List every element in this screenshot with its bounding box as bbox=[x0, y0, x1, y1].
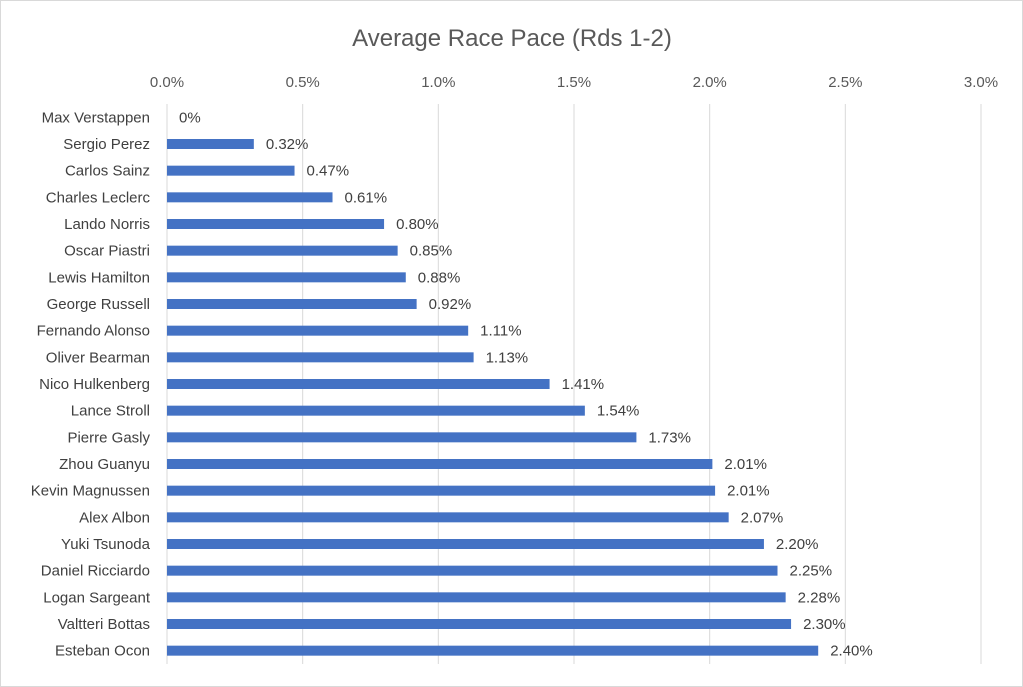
category-label: Carlos Sainz bbox=[65, 163, 150, 180]
data-label: 2.40% bbox=[830, 643, 873, 660]
x-tick-label: 2.5% bbox=[828, 74, 862, 91]
category-label: Pierre Gasly bbox=[67, 429, 150, 446]
data-label: 2.25% bbox=[790, 563, 833, 580]
bar bbox=[167, 299, 417, 309]
bar bbox=[167, 165, 295, 176]
data-label: 0% bbox=[179, 109, 201, 126]
x-tick-label: 1.5% bbox=[557, 74, 591, 91]
x-tick-label: 0.0% bbox=[150, 74, 184, 91]
x-tick-label: 1.0% bbox=[421, 74, 455, 91]
category-label: Charles Leclerc bbox=[46, 189, 151, 206]
x-tick-label: 0.5% bbox=[286, 74, 320, 91]
x-axis-ticks: 0.0% 0.5% 1.0% 1.5% 2.0% 2.5% 3.0% bbox=[150, 74, 998, 91]
x-tick-label: 3.0% bbox=[964, 74, 998, 91]
data-label: 0.80% bbox=[396, 216, 439, 233]
bar bbox=[167, 459, 713, 469]
category-label: Zhou Guanyu bbox=[59, 456, 150, 473]
x-tick-label: 2.0% bbox=[693, 74, 727, 91]
data-label: 0.88% bbox=[418, 269, 461, 286]
category-label: Daniel Ricciardo bbox=[41, 563, 150, 580]
data-label: 1.11% bbox=[480, 323, 521, 340]
category-label: Max Verstappen bbox=[42, 109, 150, 126]
bar bbox=[167, 352, 474, 363]
data-labels: 0% 0.32% 0.47% 0.61% 0.80% 0.85% 0.88% 0.92% 1.1… bbox=[179, 109, 873, 659]
bar bbox=[167, 619, 792, 629]
bar bbox=[167, 139, 254, 149]
data-label: 1.41% bbox=[562, 376, 605, 393]
data-label: 0.85% bbox=[410, 243, 453, 260]
chart-title: Average Race Pace (Rds 1-2) bbox=[352, 25, 672, 52]
data-label: 1.54% bbox=[597, 403, 640, 420]
bar bbox=[167, 192, 333, 203]
category-label: Fernando Alonso bbox=[37, 323, 150, 340]
data-label: 2.20% bbox=[776, 536, 819, 553]
bars bbox=[167, 139, 819, 656]
bar bbox=[167, 245, 398, 256]
category-label: Oliver Bearman bbox=[46, 349, 150, 366]
category-label: Lewis Hamilton bbox=[48, 269, 150, 286]
category-label: Lando Norris bbox=[64, 216, 150, 233]
data-label: 0.61% bbox=[345, 189, 388, 206]
data-label: 0.32% bbox=[266, 136, 309, 153]
bar bbox=[167, 565, 778, 576]
category-label: Oscar Piastri bbox=[64, 243, 150, 260]
category-label: Yuki Tsunoda bbox=[61, 536, 151, 553]
category-label: Logan Sargeant bbox=[43, 589, 151, 606]
data-label: 1.73% bbox=[648, 429, 691, 446]
category-label: Alex Albon bbox=[79, 509, 150, 526]
category-label: Kevin Magnussen bbox=[31, 483, 150, 500]
bar bbox=[167, 325, 469, 336]
data-label: 2.01% bbox=[724, 456, 767, 473]
category-label: Sergio Perez bbox=[63, 136, 150, 153]
bar bbox=[167, 645, 819, 656]
bar bbox=[167, 592, 786, 603]
category-label: George Russell bbox=[47, 296, 150, 313]
bar bbox=[167, 379, 550, 389]
data-label: 1.13% bbox=[486, 349, 529, 366]
bar bbox=[167, 272, 406, 283]
bar bbox=[167, 219, 385, 229]
category-label: Valtteri Bottas bbox=[58, 616, 150, 633]
data-label: 2.28% bbox=[798, 589, 841, 606]
data-label: 2.30% bbox=[803, 616, 846, 633]
category-label: Lance Stroll bbox=[71, 403, 150, 420]
bar bbox=[167, 512, 729, 523]
data-label: 2.07% bbox=[741, 509, 784, 526]
category-label: Nico Hulkenberg bbox=[39, 376, 150, 393]
data-label: 0.47% bbox=[307, 163, 350, 180]
bar bbox=[167, 432, 637, 443]
bar bbox=[167, 485, 716, 496]
category-label: Esteban Ocon bbox=[55, 643, 150, 660]
bar bbox=[167, 405, 585, 416]
y-axis-categories: Max Verstappen Sergio Perez Carlos Sainz Ch… bbox=[31, 109, 151, 659]
bar bbox=[167, 539, 764, 549]
data-label: 2.01% bbox=[727, 483, 770, 500]
data-label: 0.92% bbox=[429, 296, 472, 313]
